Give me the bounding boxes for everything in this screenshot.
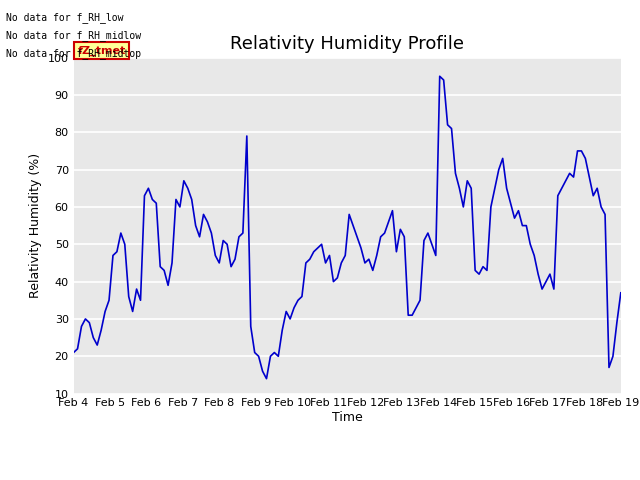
Y-axis label: Relativity Humidity (%): Relativity Humidity (%) — [29, 153, 42, 298]
Legend: 22m: 22m — [307, 474, 388, 480]
Title: Relativity Humidity Profile: Relativity Humidity Profile — [230, 35, 464, 53]
Text: No data for f_RH_low: No data for f_RH_low — [6, 12, 124, 23]
X-axis label: Time: Time — [332, 411, 363, 424]
Text: fZ_tmet: fZ_tmet — [78, 46, 126, 56]
Text: No data for f_RH_midlow: No data for f_RH_midlow — [6, 30, 141, 41]
Text: No data for f_RH_midtop: No data for f_RH_midtop — [6, 48, 141, 60]
